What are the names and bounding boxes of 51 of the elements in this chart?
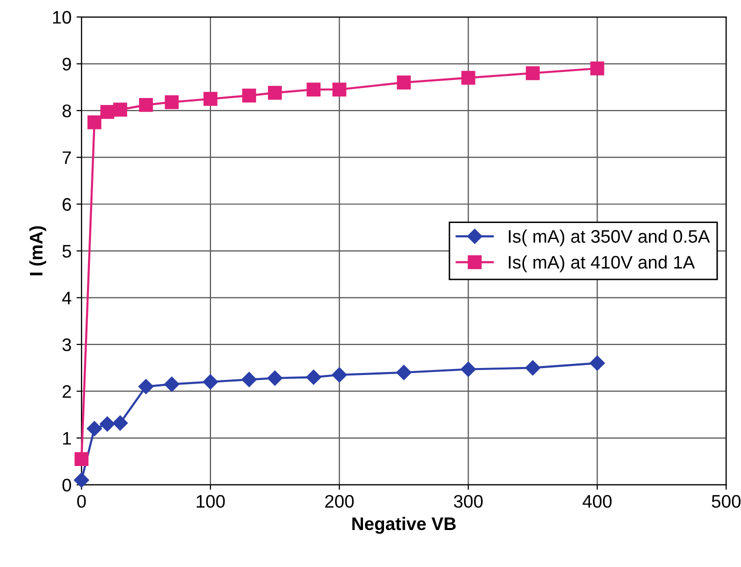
x-tick-label: 500 — [712, 494, 741, 508]
point — [332, 367, 347, 382]
y-tick-label: 8 — [62, 104, 72, 118]
point — [525, 360, 540, 376]
point — [460, 362, 476, 377]
point — [112, 415, 128, 431]
point — [202, 374, 218, 390]
x-tick-label: 400 — [582, 494, 612, 508]
point — [204, 92, 218, 106]
y-tick-label: 4 — [62, 292, 72, 304]
point — [164, 376, 180, 392]
point — [306, 370, 322, 385]
y-tick-label: 5 — [62, 245, 72, 258]
y-tick-label: 7 — [62, 151, 71, 164]
x-tick-label: 300 — [454, 494, 483, 508]
x-tick-label: 0 — [77, 494, 86, 508]
point — [268, 86, 282, 100]
point — [164, 95, 179, 110]
legend-label: Is( mA) at 410V and 1A — [508, 255, 695, 272]
point — [138, 378, 154, 394]
x-tick-label: 100 — [196, 494, 225, 508]
point — [396, 364, 412, 380]
y-tick-label: 3 — [62, 338, 71, 352]
point — [332, 82, 346, 96]
point — [461, 70, 476, 85]
point — [267, 370, 282, 386]
point — [396, 76, 411, 90]
x-tick-label: 200 — [325, 494, 354, 508]
point — [590, 62, 604, 76]
point — [242, 372, 257, 388]
point — [74, 452, 88, 466]
point — [74, 472, 90, 488]
legend-label: Is( mA) at 350V and 0.5A — [508, 230, 710, 246]
point — [306, 82, 321, 96]
point — [242, 88, 256, 103]
point — [139, 98, 153, 112]
y-tick-label: 1 — [63, 432, 71, 445]
y-tick-label: 10 — [53, 10, 72, 24]
point — [86, 421, 102, 436]
x-axis-title: Negative VB — [352, 516, 456, 534]
y-tick-label: 6 — [62, 198, 71, 211]
point — [590, 356, 605, 371]
point — [87, 115, 102, 130]
y-tick-label: 9 — [62, 58, 71, 71]
point — [526, 66, 540, 80]
point — [113, 102, 128, 117]
point — [100, 416, 115, 432]
point — [100, 105, 114, 119]
y-tick-label: 2 — [62, 385, 71, 398]
y-tick-label: 0 — [62, 478, 72, 492]
y-axis-title: I (mA) — [29, 226, 46, 276]
